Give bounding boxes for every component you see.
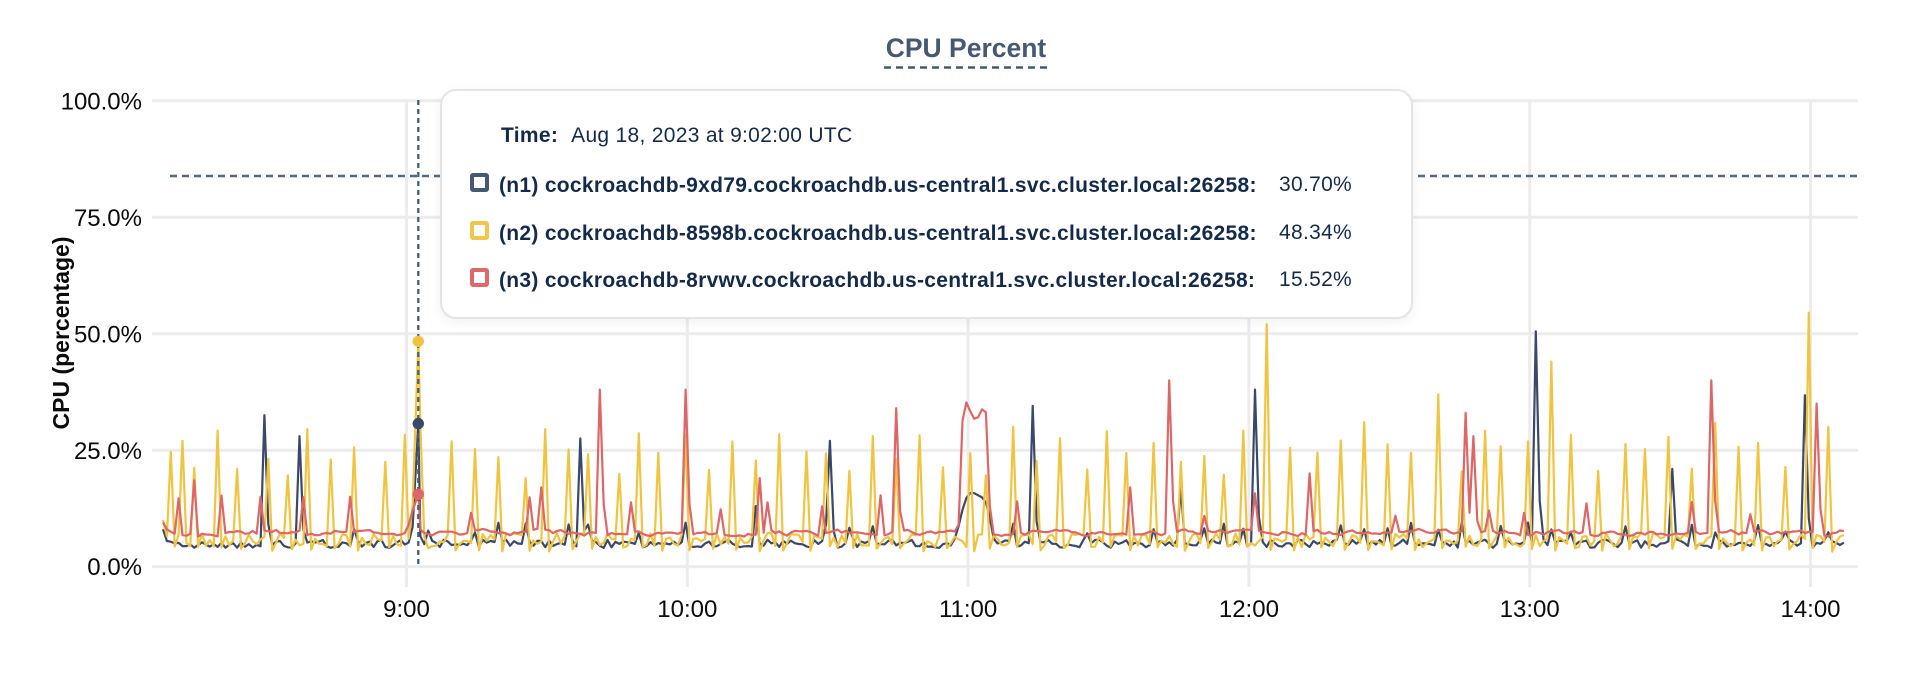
svg-text:100.0%: 100.0% bbox=[61, 88, 142, 115]
svg-text:11:00: 11:00 bbox=[939, 596, 997, 623]
svg-text:13:00: 13:00 bbox=[1500, 596, 1560, 623]
svg-text:10:00: 10:00 bbox=[657, 596, 717, 623]
svg-text:75.0%: 75.0% bbox=[74, 205, 142, 232]
svg-text:50.0%: 50.0% bbox=[74, 321, 142, 348]
svg-text:25.0%: 25.0% bbox=[74, 438, 142, 465]
svg-text:14:00: 14:00 bbox=[1780, 596, 1840, 623]
svg-text:0.0%: 0.0% bbox=[87, 554, 142, 581]
svg-text:CPU (percentage): CPU (percentage) bbox=[48, 237, 74, 430]
svg-text:9:00: 9:00 bbox=[383, 596, 430, 623]
svg-text:12:00: 12:00 bbox=[1219, 596, 1279, 623]
svg-text:CPU Percent: CPU Percent bbox=[886, 33, 1047, 63]
